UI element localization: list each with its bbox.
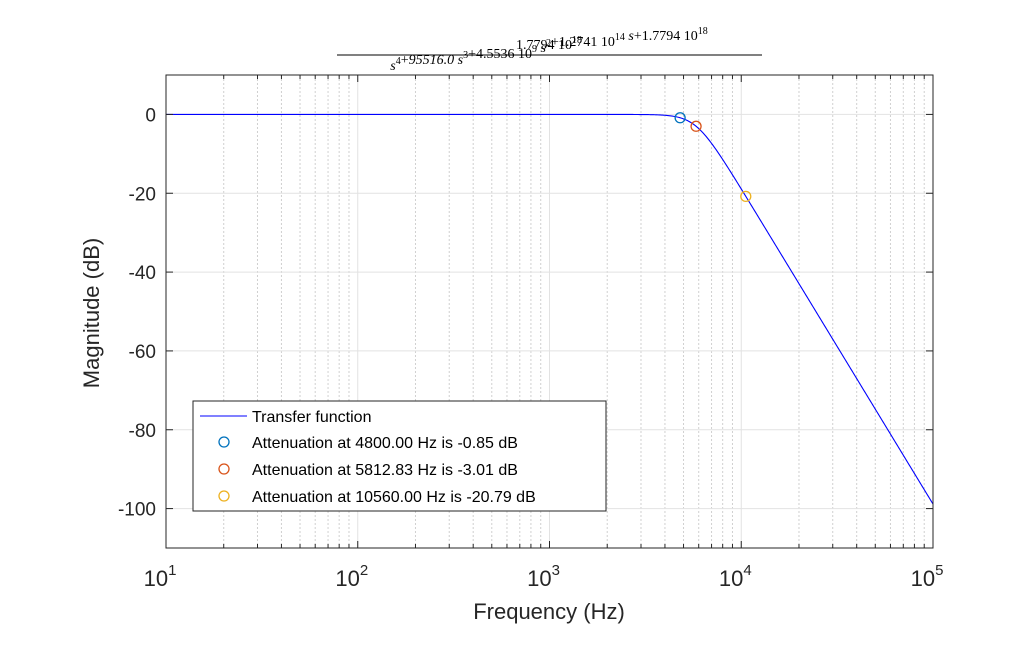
x-axis-label: Frequency (Hz) [473, 599, 625, 624]
curve-layer [166, 113, 934, 505]
x-tick-label: 104 [719, 562, 752, 591]
y-tick-label: -100 [118, 500, 156, 521]
legend-marker-swatch [218, 463, 230, 475]
transfer-function-line [166, 113, 934, 505]
attenuation-marker [690, 120, 702, 132]
legend-label: Attenuation at 4800.00 Hz is -0.85 dB [252, 435, 518, 452]
title-numerator: 1.7794 1018 [516, 35, 582, 53]
attenuation-marker [674, 112, 686, 124]
x-tick-label: 102 [335, 562, 368, 591]
marker-layer [674, 112, 752, 203]
title-denominator: s4+95516.0 s3+4.5536 109 s2+1.2741 1014 … [390, 26, 707, 74]
y-tick-label: 0 [145, 105, 156, 126]
y-axis-label: Magnitude (dB) [79, 238, 104, 388]
attenuation-marker [740, 190, 752, 203]
y-tick-label: -20 [129, 184, 156, 205]
legend-marker-swatch [218, 436, 230, 448]
x-tick-label: 101 [144, 562, 177, 591]
x-tick-label: 105 [911, 562, 944, 591]
y-tick-label: -60 [129, 342, 156, 363]
legend-label: Attenuation at 5812.83 Hz is -3.01 dB [252, 462, 518, 479]
legend-box [192, 400, 607, 512]
tick-labels: 101 102 103 104 105 0 -20 -40 -60 -80 -100 [118, 105, 943, 591]
legend: Transfer function Attenuation at 4800.00 … [192, 400, 607, 512]
x-tick-label: 103 [527, 562, 560, 591]
legend-label: Transfer function [252, 409, 371, 426]
legend-label: Attenuation at 10560.00 Hz is -20.79 dB [252, 489, 536, 506]
y-tick-label: -40 [129, 263, 156, 284]
y-tick-label: -80 [129, 421, 156, 442]
legend-marker-swatch [218, 490, 230, 502]
axis-ticks [165, 75, 934, 548]
